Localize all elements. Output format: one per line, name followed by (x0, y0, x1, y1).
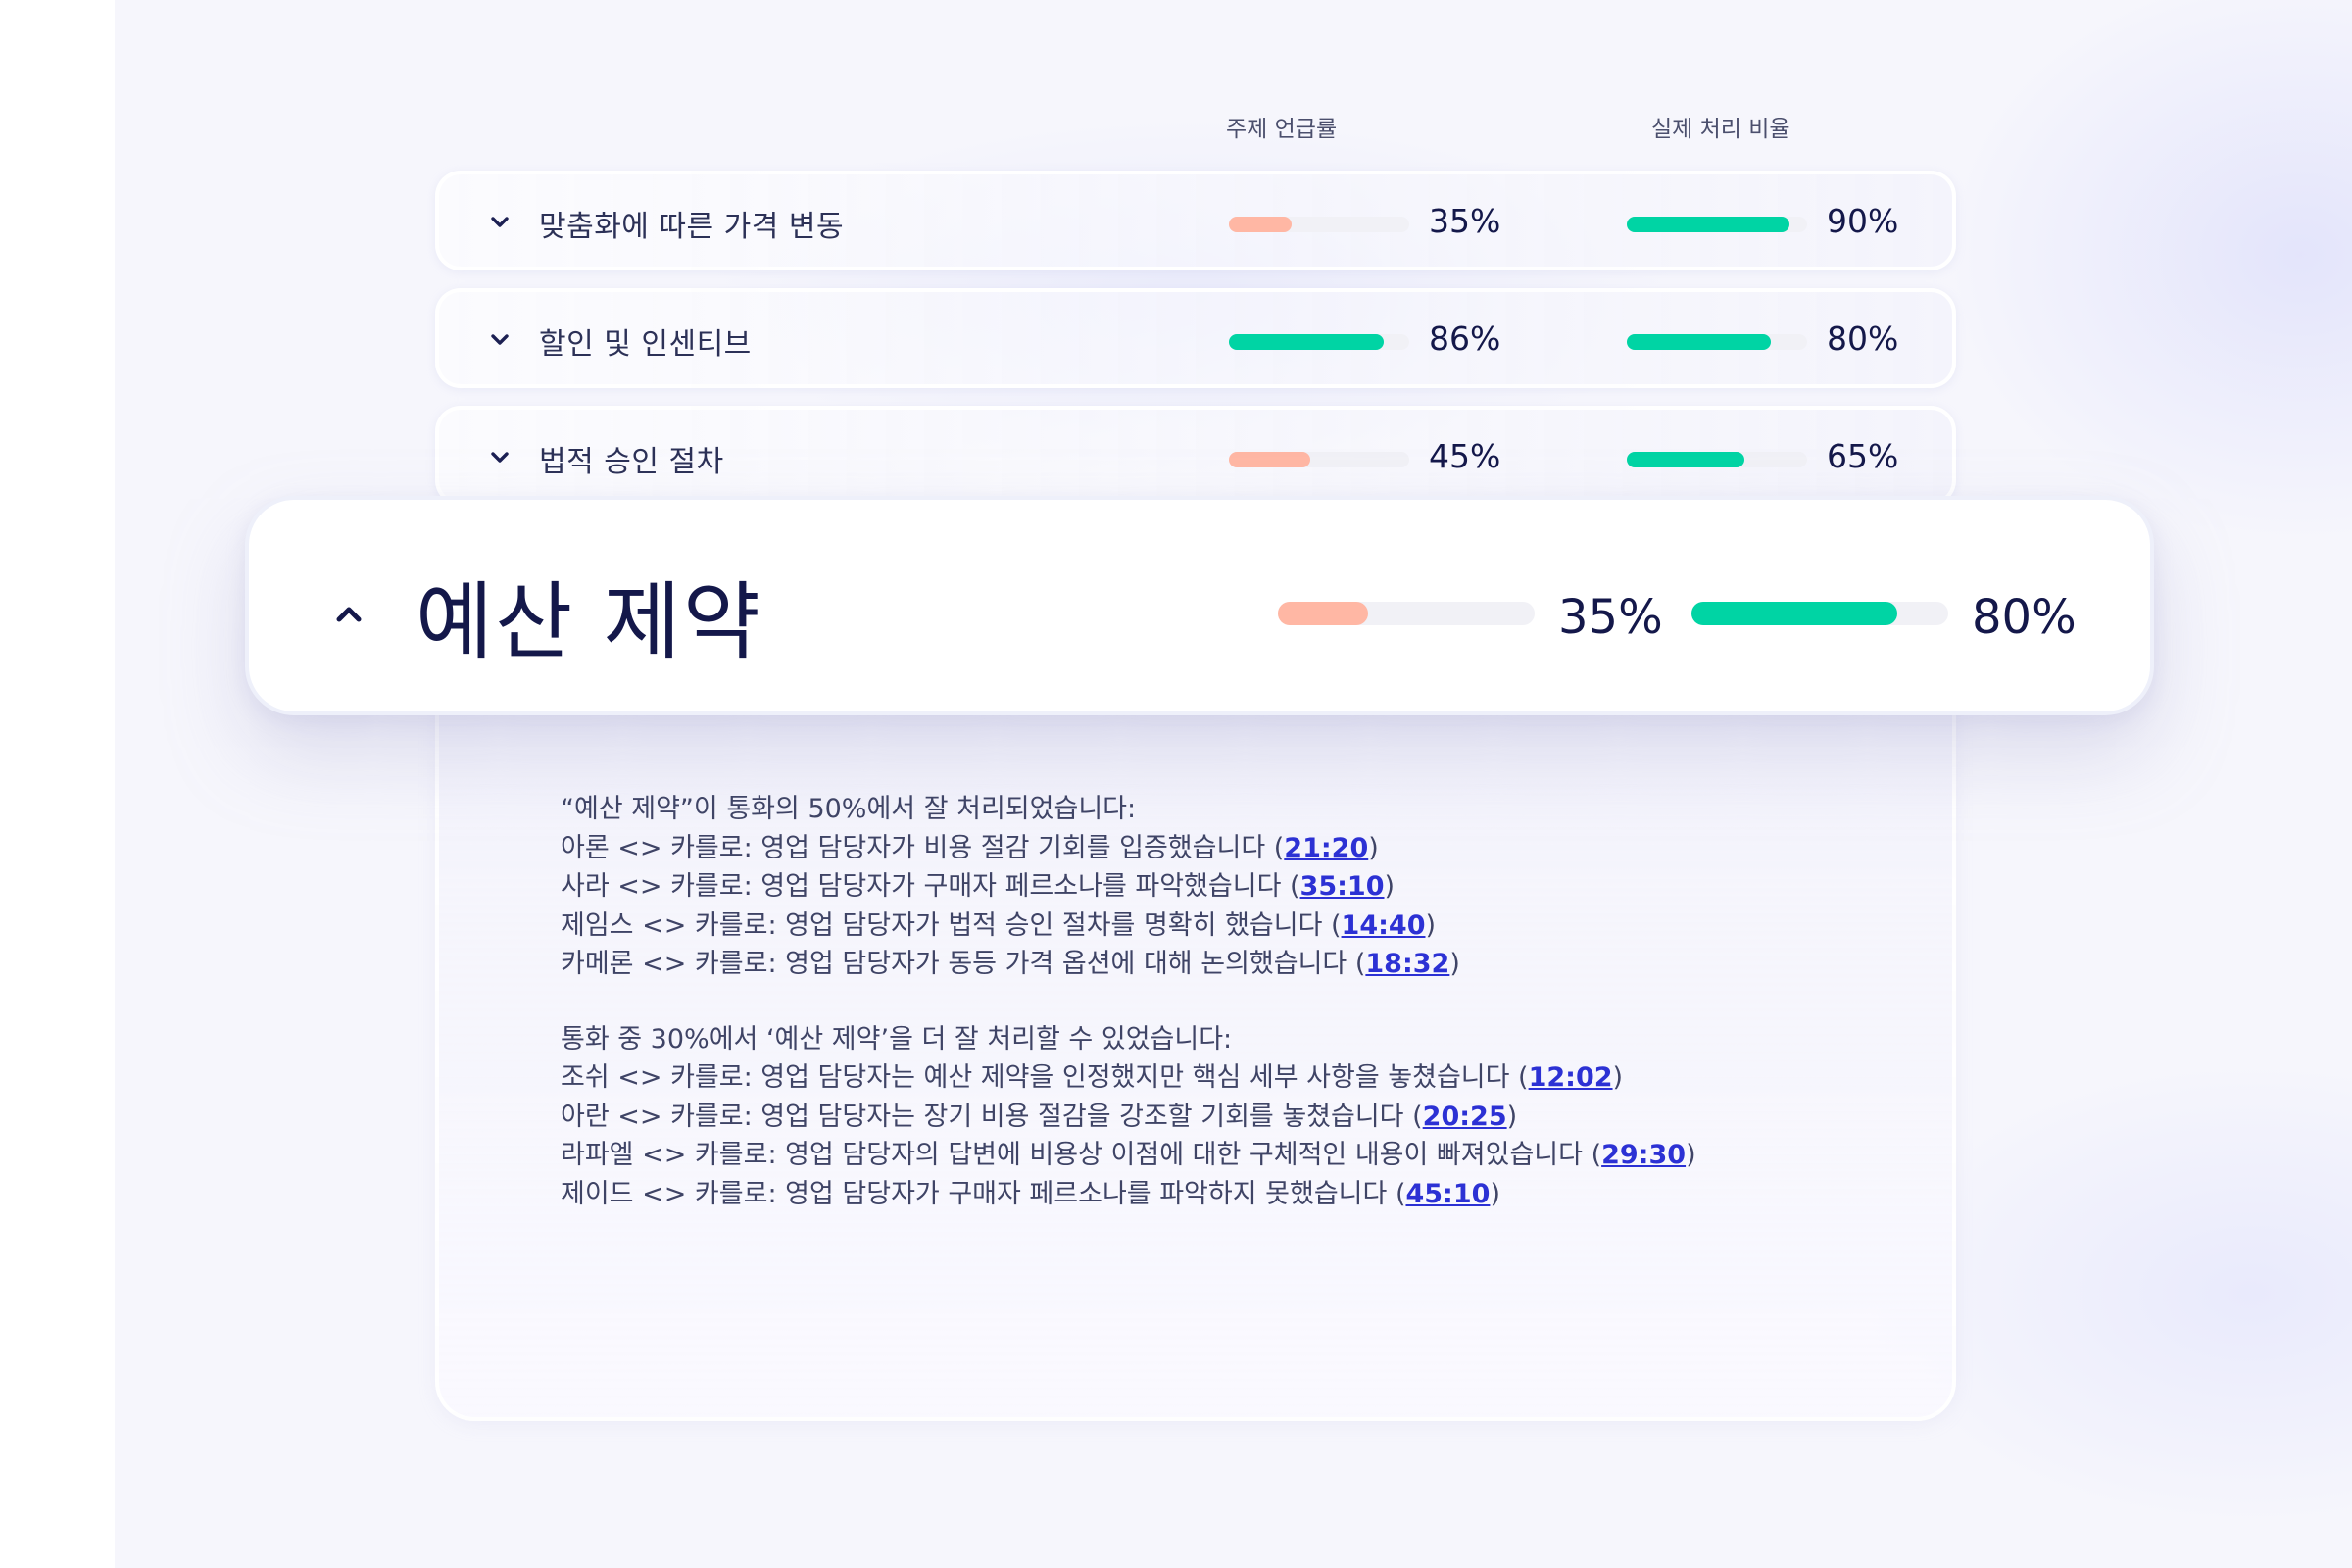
mention-rate-value: 35% (1429, 202, 1501, 240)
call-item-close: ) (1686, 1140, 1696, 1170)
call-item: 제임스 <> 카를로: 영업 담당자가 법적 승인 절차를 명확히 했습니다 (… (561, 906, 1933, 946)
handling-ratio-bar (1691, 602, 1948, 625)
mention-rate-bar (1278, 602, 1535, 625)
handling-ratio-bar (1627, 334, 1807, 350)
topic-label: 할인 및 인센티브 (539, 327, 752, 362)
mention-rate-bar-fill (1229, 217, 1293, 232)
call-item-close: ) (1490, 1178, 1500, 1209)
call-item-close: ) (1449, 949, 1460, 979)
call-item-close: ) (1384, 871, 1396, 902)
spacer (561, 984, 1933, 1020)
timestamp-link[interactable]: 35:10 (1299, 871, 1385, 902)
topic-row-legal-approval[interactable]: 법적 승인 절차 45% 65% (435, 406, 1956, 506)
call-item-close: ) (1612, 1062, 1624, 1093)
call-item-text: 카메론 <> 카를로: 영업 담당자가 동등 가격 옵션에 대해 논의했습니다 … (561, 949, 1366, 979)
timestamp-link[interactable]: 29:30 (1601, 1140, 1687, 1170)
timestamp-link[interactable]: 20:25 (1422, 1101, 1507, 1132)
call-item-text: 라파엘 <> 카를로: 영업 담당자의 답변에 비용상 이점에 대한 구체적인 … (561, 1140, 1602, 1170)
topic-row-discounts[interactable]: 할인 및 인센티브 86% 80% (435, 288, 1956, 388)
chevron-down-icon[interactable] (486, 208, 514, 235)
header-mention-rate: 주제 언급률 (1226, 117, 1338, 142)
topic-label: 맞춤화에 따른 가격 변동 (539, 210, 845, 244)
good-calls-heading: “예산 제약”이 통화의 50%에서 잘 처리되었습니다: (561, 794, 1137, 824)
timestamp-link[interactable]: 45:10 (1405, 1178, 1491, 1209)
header-handling-ratio: 실제 처리 비율 (1651, 117, 1790, 142)
handling-ratio-bar (1627, 452, 1807, 467)
expanded-topic-title: 예산 제약 (416, 573, 762, 671)
chevron-up-icon[interactable] (327, 594, 370, 637)
call-item-close: ) (1368, 832, 1379, 863)
handling-ratio-value: 80% (1827, 319, 1899, 358)
call-item: 카메론 <> 카를로: 영업 담당자가 동등 가격 옵션에 대해 논의했습니다 … (561, 945, 1933, 984)
handling-ratio-value: 65% (1827, 437, 1899, 475)
call-summary: “예산 제약”이 통화의 50%에서 잘 처리되었습니다: 아론 <> 카를로:… (561, 790, 1933, 1213)
mention-rate-value: 35% (1558, 590, 1663, 645)
call-item-text: 아란 <> 카를로: 영업 담당자는 장기 비용 절감을 강조할 기회를 놓쳤습… (561, 1101, 1423, 1132)
chevron-down-icon[interactable] (486, 325, 514, 353)
mention-rate-bar-fill (1229, 334, 1385, 350)
timestamp-link[interactable]: 18:32 (1365, 949, 1450, 979)
call-item-text: 사라 <> 카를로: 영업 담당자가 구매자 페르소나를 파악했습니다 ( (561, 871, 1300, 902)
mention-rate-bar (1229, 217, 1409, 232)
topic-details-panel (435, 647, 1956, 1421)
handling-ratio-bar-fill (1627, 452, 1744, 467)
mention-rate-value: 45% (1429, 437, 1501, 475)
call-item: 제이드 <> 카를로: 영업 담당자가 구매자 페르소나를 파악하지 못했습니다… (561, 1175, 1933, 1214)
call-item: 사라 <> 카를로: 영업 담당자가 구매자 페르소나를 파악했습니다 (35:… (561, 867, 1933, 906)
call-item: 라파엘 <> 카를로: 영업 담당자의 답변에 비용상 이점에 대한 구체적인 … (561, 1136, 1933, 1175)
call-item-text: 제이드 <> 카를로: 영업 담당자가 구매자 페르소나를 파악하지 못했습니다… (561, 1178, 1406, 1209)
mention-rate-bar-fill (1278, 602, 1368, 625)
call-item: 조쉬 <> 카를로: 영업 담당자는 예산 제약을 인정했지만 핵심 세부 사항… (561, 1058, 1933, 1098)
mention-rate-bar-fill (1229, 452, 1310, 467)
mention-rate-bar (1229, 452, 1409, 467)
call-item-text: 제임스 <> 카를로: 영업 담당자가 법적 승인 절차를 명확히 했습니다 ( (561, 909, 1342, 941)
handling-ratio-bar-fill (1627, 217, 1789, 232)
handling-ratio-bar-fill (1627, 334, 1772, 350)
call-item-text: 아론 <> 카를로: 영업 담당자가 비용 절감 기회를 입증했습니다 ( (561, 832, 1285, 863)
call-item-close: ) (1506, 1101, 1518, 1132)
handling-ratio-value: 80% (1972, 590, 2077, 645)
chevron-down-icon[interactable] (486, 443, 514, 470)
handling-ratio-value: 90% (1827, 202, 1899, 240)
handling-ratio-bar-fill (1691, 602, 1897, 625)
call-item-close: ) (1425, 909, 1437, 941)
topic-row-pricing[interactable]: 맞춤화에 따른 가격 변동 35% 90% (435, 171, 1956, 270)
timestamp-link[interactable]: 14:40 (1341, 909, 1426, 941)
handling-ratio-bar (1627, 217, 1807, 232)
mention-rate-value: 86% (1429, 319, 1501, 358)
topic-label: 법적 승인 절차 (539, 445, 724, 479)
expanded-topic-card[interactable]: 예산 제약 35% 80% (245, 496, 2154, 715)
mention-rate-bar (1229, 334, 1409, 350)
timestamp-link[interactable]: 21:20 (1284, 832, 1369, 863)
call-item-text: 조쉬 <> 카를로: 영업 담당자는 예산 제약을 인정했지만 핵심 세부 사항… (561, 1062, 1529, 1093)
call-item: 아란 <> 카를로: 영업 담당자는 장기 비용 절감을 강조할 기회를 놓쳤습… (561, 1098, 1933, 1137)
call-item: 아론 <> 카를로: 영업 담당자가 비용 절감 기회를 입증했습니다 (21:… (561, 829, 1933, 868)
improve-calls-heading: 통화 중 30%에서 ‘예산 제약’을 더 잘 처리할 수 있었습니다: (561, 1023, 1233, 1054)
timestamp-link[interactable]: 12:02 (1528, 1062, 1613, 1093)
